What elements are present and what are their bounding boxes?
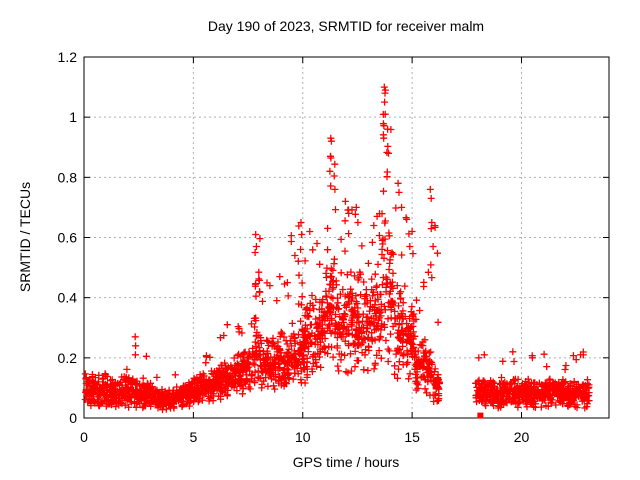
- y-axis-label: SRMTID / TECUs: [17, 182, 33, 292]
- y-tick-label: 1.2: [58, 49, 78, 65]
- filled-square-marker: [477, 412, 484, 419]
- chart-title: Day 190 of 2023, SRMTID for receiver mal…: [208, 18, 484, 34]
- data-points: [81, 83, 593, 419]
- y-tick-label: 1: [69, 109, 77, 125]
- x-tick-label: 10: [295, 429, 311, 445]
- scatter-plus-markers: [81, 83, 593, 414]
- y-tick-label: 0.2: [58, 350, 78, 366]
- y-tick-label: 0: [69, 410, 77, 426]
- y-tick-label: 0.4: [58, 290, 78, 306]
- x-tick-label: 15: [404, 429, 420, 445]
- y-tick-label: 0.6: [58, 230, 78, 246]
- axis-ticks: [83, 56, 609, 419]
- x-axis-label: GPS time / hours: [293, 454, 400, 470]
- x-tick-label: 20: [514, 429, 530, 445]
- x-tick-label: 5: [189, 429, 197, 445]
- tick-labels: 0 5 10 15 20 0 0.2 0.4 0.6 0.8 1 1.2: [58, 49, 530, 445]
- y-tick-label: 0.8: [58, 169, 78, 185]
- x-tick-label: 0: [80, 429, 88, 445]
